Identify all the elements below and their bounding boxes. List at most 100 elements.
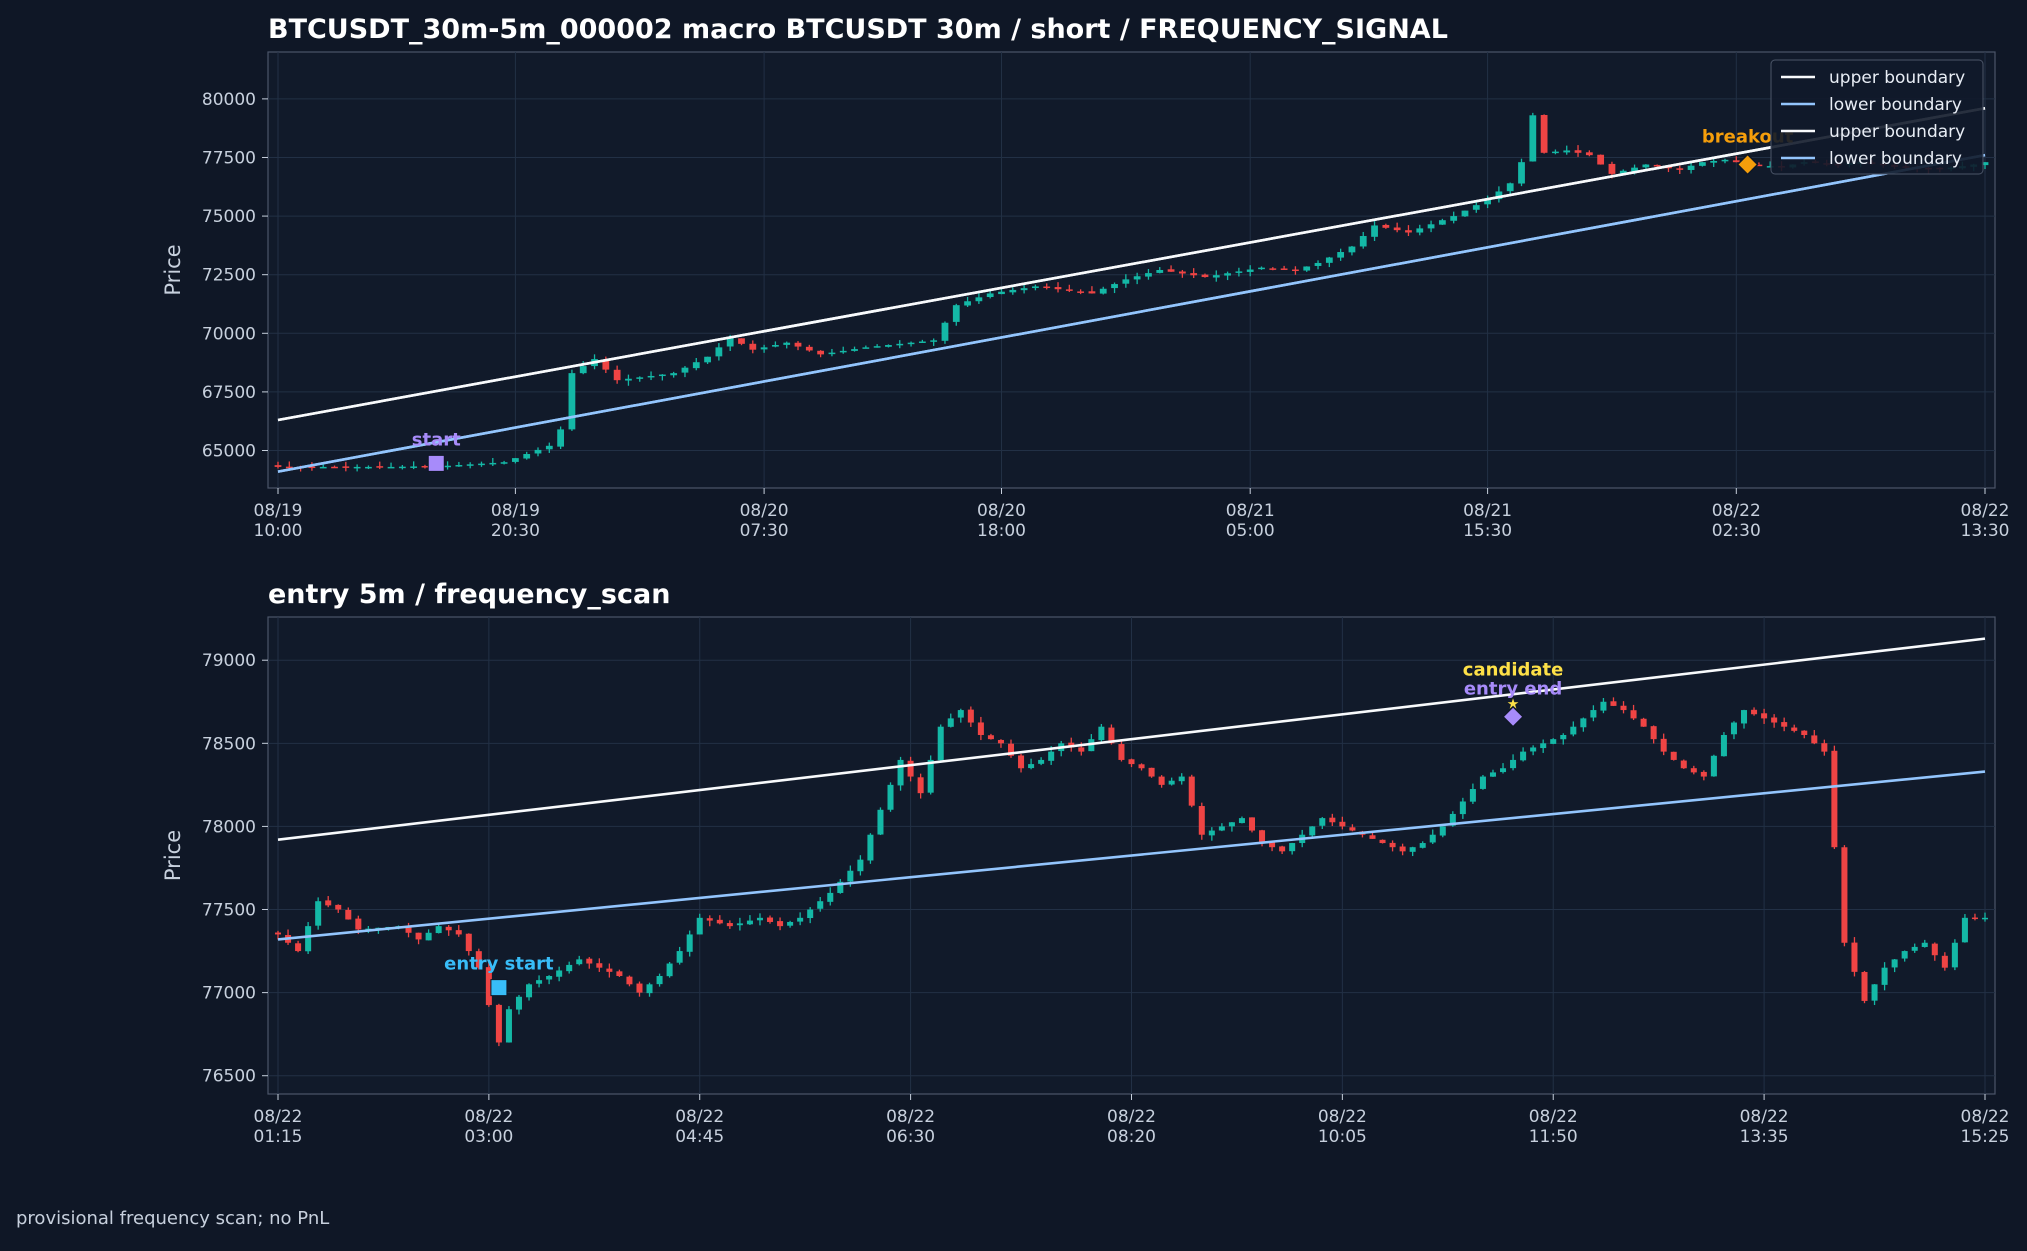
- candle-body: [285, 466, 293, 469]
- footer-note: provisional frequency scan; no PnL: [16, 1208, 330, 1229]
- candle-body: [556, 970, 563, 977]
- x-tick-time: 02:30: [1712, 521, 1761, 541]
- candle-body: [376, 466, 384, 468]
- candle-body: [1259, 830, 1266, 844]
- marker-breakout: [1736, 153, 1759, 176]
- candle-body: [1178, 271, 1186, 274]
- candle-body: [937, 726, 944, 761]
- candle-body: [1212, 275, 1220, 278]
- candle-body: [805, 346, 813, 351]
- candle-body: [952, 305, 960, 322]
- y-tick-label: 78500: [202, 734, 256, 754]
- candle-body: [1459, 801, 1466, 815]
- candle-body: [325, 900, 332, 906]
- candle-body: [616, 971, 623, 976]
- candle-body: [1190, 273, 1198, 276]
- candle-body: [1099, 288, 1107, 294]
- candle-body: [1831, 750, 1838, 848]
- candle-body: [1597, 154, 1605, 165]
- lower-boundary-line: [277, 770, 1986, 941]
- x-tick-date: 08/21: [1226, 501, 1275, 521]
- x-tick-time: 08:20: [1107, 1127, 1156, 1147]
- candle-body: [475, 951, 482, 968]
- candle-body: [1631, 167, 1638, 172]
- candle-body: [1339, 821, 1346, 827]
- candle-body: [1891, 959, 1898, 968]
- candle-body: [1371, 225, 1378, 237]
- candle-body: [1851, 942, 1858, 972]
- candle-body: [756, 917, 763, 921]
- x-tick-time: 11:50: [1529, 1127, 1578, 1147]
- candle-body: [1472, 205, 1480, 210]
- candle-body: [1439, 826, 1446, 836]
- candle-body: [907, 342, 915, 345]
- candle-body: [1065, 289, 1073, 291]
- candle-body: [686, 934, 693, 952]
- candle-body: [656, 975, 663, 985]
- candle-body: [897, 759, 904, 786]
- candle-body: [576, 959, 583, 965]
- candle-body: [1389, 842, 1396, 848]
- candle-body: [1540, 114, 1548, 153]
- candle-body: [1280, 268, 1288, 270]
- candle-body: [1427, 224, 1435, 229]
- x-tick-time: 01:15: [254, 1127, 303, 1147]
- candle-body: [1640, 718, 1647, 727]
- candle-body: [1600, 701, 1607, 711]
- candle-body: [1469, 789, 1476, 802]
- candle-body: [331, 466, 338, 469]
- candle-body: [1751, 709, 1758, 715]
- chart-panel-1: 65000 67500 70000 72500 75000 77500 80000 08/19…: [161, 14, 2010, 541]
- candle-body: [1574, 150, 1582, 153]
- candle-body: [1054, 287, 1062, 290]
- candle-body: [807, 909, 814, 919]
- legend-box: [1770, 59, 1984, 175]
- candle-body: [536, 980, 543, 984]
- candle-body: [415, 932, 422, 940]
- candle-body: [606, 968, 613, 972]
- candle-body: [1630, 710, 1637, 719]
- y-tick-label: 77000: [202, 984, 256, 1004]
- candle-body: [1235, 271, 1243, 273]
- candle-body: [1319, 818, 1326, 826]
- candle-body: [1138, 764, 1145, 769]
- x-tick-time: 18:00: [977, 521, 1026, 541]
- candle-body: [941, 322, 949, 341]
- chart-title: BTCUSDT_30m-5m_000002 macro BTCUSDT 30m …: [268, 14, 1448, 45]
- candle-body: [1680, 760, 1687, 769]
- candle-body: [1730, 722, 1737, 735]
- candle-body: [716, 919, 723, 924]
- candle-body: [1292, 269, 1299, 272]
- y-tick-label: 78000: [202, 817, 256, 837]
- x-tick-date: 08/22: [1740, 1107, 1789, 1127]
- candle-body: [997, 739, 1004, 744]
- candle-body: [873, 346, 881, 348]
- candle-body: [315, 901, 322, 926]
- upper-boundary-line: [277, 637, 1986, 842]
- candle-body: [1009, 289, 1017, 293]
- candle-body: [1248, 817, 1256, 831]
- candle-body: [1550, 739, 1557, 744]
- candle-body: [1771, 717, 1778, 723]
- candle-body: [515, 996, 523, 1010]
- candle-body: [1098, 726, 1105, 741]
- candle-body: [896, 343, 904, 346]
- candle-body: [1665, 166, 1672, 169]
- candle-body: [1032, 286, 1039, 289]
- candle-body: [295, 943, 302, 952]
- candle-body: [1871, 984, 1878, 1001]
- candle-body: [1309, 826, 1316, 836]
- candle-body: [1721, 159, 1729, 162]
- candle-body: [1111, 284, 1118, 289]
- candle-body: [736, 923, 743, 926]
- candle-body: [917, 777, 924, 794]
- candle-body: [636, 377, 644, 379]
- candle-body: [987, 735, 994, 740]
- candle-body: [636, 983, 643, 993]
- candle-body: [1409, 847, 1416, 852]
- candle-body: [274, 932, 282, 935]
- candle-body: [1348, 246, 1356, 253]
- candle-body: [772, 345, 779, 347]
- marker-candidate-star: ★: [1507, 696, 1520, 712]
- candle-body: [862, 347, 870, 349]
